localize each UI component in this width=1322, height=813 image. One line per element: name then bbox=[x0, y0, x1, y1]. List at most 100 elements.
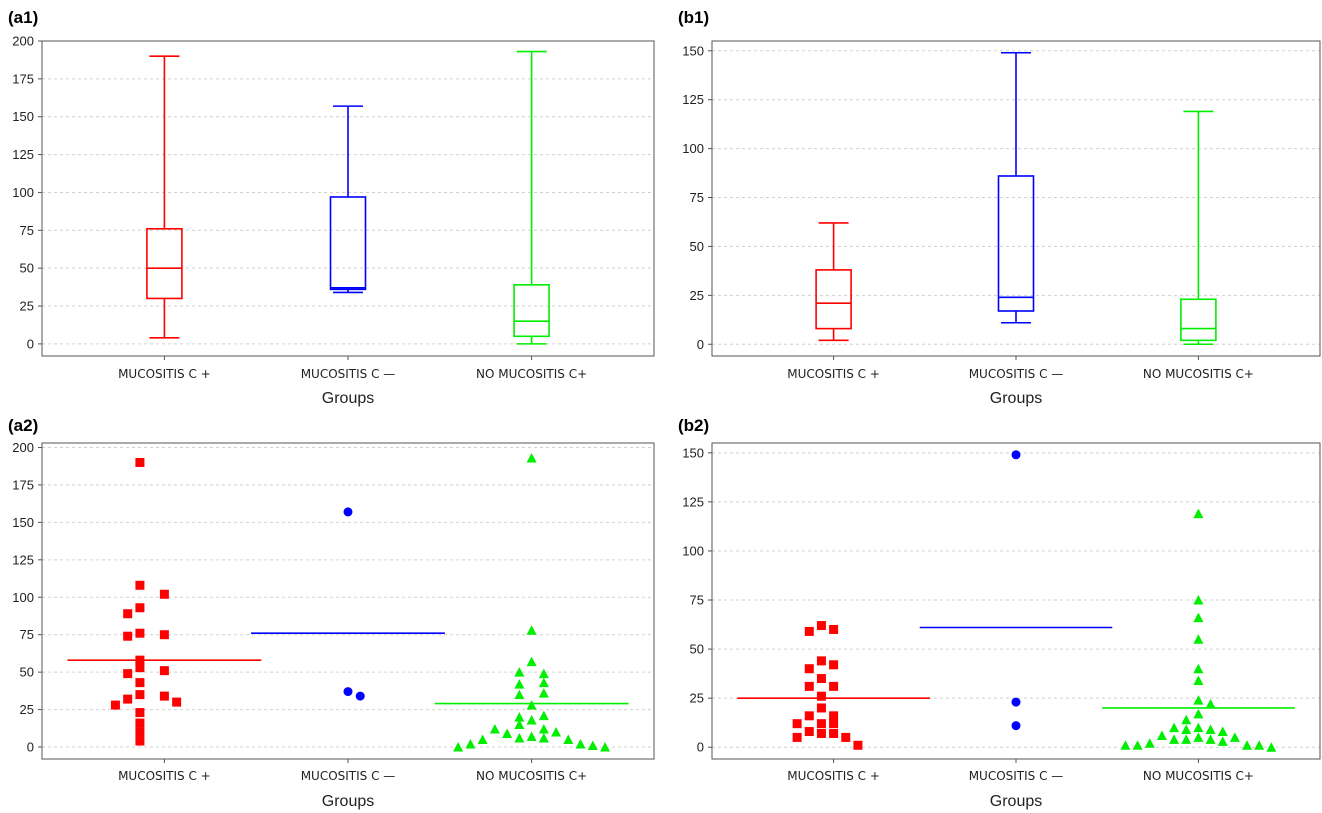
y-tick-label: 150 bbox=[12, 109, 34, 124]
data-point-triangle bbox=[514, 667, 525, 677]
data-point-triangle bbox=[477, 734, 488, 745]
x-axis-title: Groups bbox=[322, 793, 374, 810]
data-point-square bbox=[804, 711, 814, 721]
data-point-triangle bbox=[514, 719, 525, 730]
box-iqr bbox=[815, 269, 852, 330]
data-point-triangle bbox=[1181, 724, 1192, 735]
data-point-triangle bbox=[514, 689, 525, 700]
data-point-triangle bbox=[514, 679, 525, 689]
data-point-square bbox=[135, 628, 145, 638]
data-point-triangle bbox=[538, 688, 549, 698]
data-point-triangle bbox=[514, 733, 525, 743]
x-axis-title: Groups bbox=[990, 793, 1042, 810]
data-point-triangle bbox=[526, 700, 537, 710]
data-point-triangle bbox=[538, 668, 549, 679]
x-axis-title: Groups bbox=[990, 390, 1042, 407]
data-point-square bbox=[829, 728, 839, 738]
y-tick-label: 0 bbox=[27, 740, 34, 755]
box-series-blue bbox=[329, 105, 367, 294]
y-tick-label: 0 bbox=[697, 337, 704, 352]
y-tick-label: 150 bbox=[682, 445, 704, 460]
y-tick-label: 150 bbox=[12, 515, 34, 530]
panel-label-a1: (a1) bbox=[8, 8, 39, 27]
data-point-triangle bbox=[1193, 695, 1204, 705]
data-point-triangle bbox=[1193, 675, 1204, 685]
data-point-triangle bbox=[538, 677, 549, 688]
data-point-square bbox=[829, 711, 839, 721]
data-point-triangle bbox=[538, 724, 549, 734]
plot-frame bbox=[41, 442, 655, 760]
y-tick-label: 0 bbox=[27, 336, 34, 351]
box-series-green bbox=[513, 50, 550, 345]
data-point-triangle bbox=[1144, 738, 1155, 748]
data-point-square bbox=[123, 609, 133, 619]
data-point-square bbox=[135, 690, 145, 700]
scatter-series-green bbox=[1102, 508, 1295, 752]
data-point-circle bbox=[355, 691, 365, 701]
data-point-square bbox=[829, 681, 839, 691]
box-iqr bbox=[1180, 298, 1217, 342]
data-point-triangle bbox=[551, 727, 562, 737]
x-category-label: NO MUCOSITIS C+ bbox=[1143, 367, 1254, 381]
box-iqr bbox=[329, 196, 367, 291]
data-point-triangle bbox=[1242, 740, 1253, 750]
data-point-square bbox=[829, 660, 839, 670]
x-category-label: MUCOSITIS C — bbox=[969, 769, 1064, 783]
data-point-square bbox=[816, 703, 826, 713]
chart-b2: 0 25 50 75 100 125 150 MUCOSITIS C + MUCOSITIS C… bbox=[682, 442, 1321, 810]
data-point-square bbox=[135, 457, 145, 467]
data-point-square bbox=[816, 728, 826, 738]
scatter-series-red bbox=[737, 621, 930, 750]
box-series-green bbox=[1180, 110, 1217, 346]
data-point-triangle bbox=[1205, 724, 1216, 735]
y-tick-label: 75 bbox=[20, 223, 34, 238]
x-category-label: NO MUCOSITIS C+ bbox=[1143, 769, 1254, 783]
y-tick-label: 25 bbox=[690, 288, 704, 303]
y-tick-label: 50 bbox=[690, 642, 704, 657]
data-point-square bbox=[135, 727, 145, 737]
data-point-triangle bbox=[514, 712, 525, 722]
data-point-triangle bbox=[489, 724, 500, 734]
y-tick-label: 25 bbox=[690, 691, 704, 706]
data-point-triangle bbox=[1266, 742, 1277, 752]
scatter-series-green bbox=[434, 452, 629, 752]
data-point-square bbox=[804, 626, 814, 636]
data-point-triangle bbox=[1217, 726, 1228, 737]
data-point-circle bbox=[1011, 721, 1021, 731]
chart-a1: 0 25 50 75 100 125 150 175 200 MUCOSITIS C + MUCOS… bbox=[12, 34, 655, 407]
y-tick-label: 100 bbox=[12, 590, 34, 605]
data-point-square bbox=[804, 727, 814, 737]
data-point-square bbox=[816, 656, 826, 666]
x-category-label: NO MUCOSITIS C+ bbox=[476, 367, 587, 381]
y-tick-label: 50 bbox=[20, 665, 34, 680]
x-category-label: MUCOSITIS C + bbox=[118, 367, 211, 381]
data-point-square bbox=[816, 621, 826, 631]
data-point-square bbox=[135, 603, 145, 613]
data-point-square bbox=[804, 681, 814, 691]
data-point-square bbox=[159, 666, 169, 676]
data-point-triangle bbox=[538, 710, 549, 721]
scatter-series-red bbox=[67, 457, 262, 746]
y-tick-label: 50 bbox=[20, 261, 34, 276]
data-point-square bbox=[110, 700, 120, 710]
data-point-triangle bbox=[587, 740, 598, 751]
data-point-square bbox=[123, 669, 133, 679]
data-point-triangle bbox=[1193, 663, 1204, 674]
data-point-square bbox=[135, 580, 145, 590]
plot-frame bbox=[41, 40, 655, 357]
y-tick-label: 75 bbox=[20, 627, 34, 642]
data-point-square bbox=[829, 624, 839, 634]
y-tick-label: 100 bbox=[682, 141, 704, 156]
y-tick-label: 125 bbox=[12, 147, 34, 162]
data-point-square bbox=[159, 589, 169, 599]
y-tick-label: 200 bbox=[12, 440, 34, 455]
data-point-triangle bbox=[526, 715, 537, 725]
data-point-triangle bbox=[1156, 730, 1167, 740]
data-point-triangle bbox=[1229, 732, 1240, 742]
y-tick-label: 0 bbox=[697, 740, 704, 755]
data-point-triangle bbox=[1193, 722, 1204, 733]
panel-label-b2: (b2) bbox=[678, 416, 710, 435]
data-point-triangle bbox=[453, 742, 464, 752]
data-point-triangle bbox=[526, 452, 537, 463]
